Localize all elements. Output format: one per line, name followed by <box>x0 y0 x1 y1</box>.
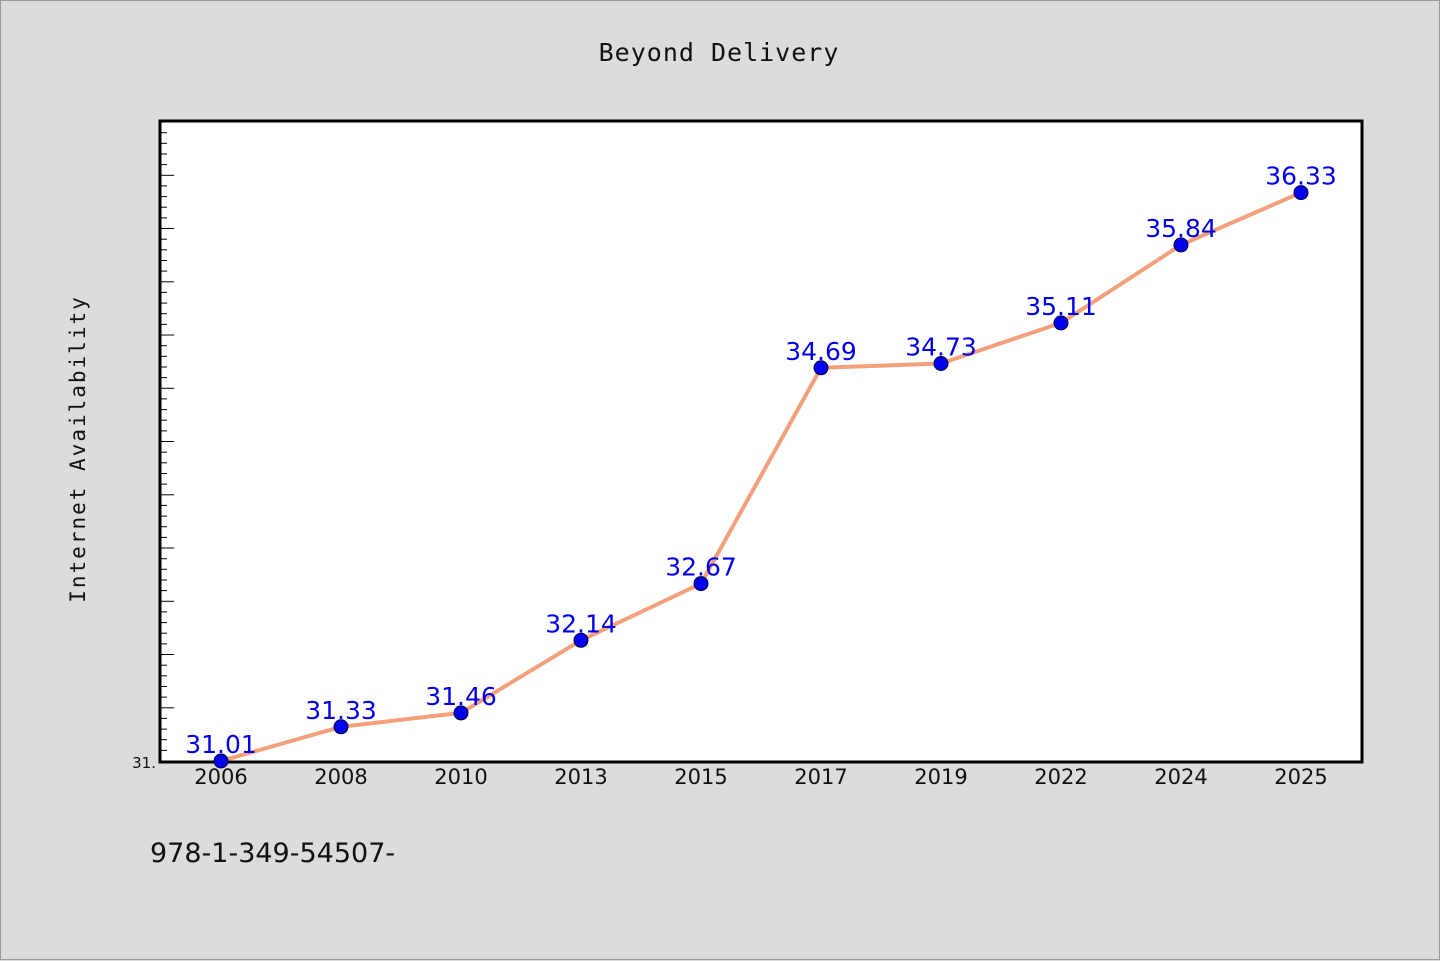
data-point <box>693 576 709 592</box>
data-label: 34.73 <box>905 333 977 362</box>
x-tick-label: 2015 <box>674 765 727 789</box>
data-point <box>453 705 469 721</box>
data-points <box>213 185 1309 769</box>
x-tick-label: 2019 <box>914 765 967 789</box>
series-line <box>220 190 1302 763</box>
x-tick-label: 2013 <box>554 765 607 789</box>
data-point <box>1173 237 1189 253</box>
data-label: 31.01 <box>185 730 257 759</box>
x-tick-label: 2022 <box>1034 765 1087 789</box>
data-label: 35.84 <box>1145 214 1217 243</box>
chart-title: Beyond Delivery <box>599 38 840 67</box>
data-point <box>1053 315 1069 331</box>
data-label: 32.67 <box>665 553 737 582</box>
plot-area <box>158 119 1364 764</box>
y-axis-ticks <box>160 132 174 762</box>
x-tick-label: 2025 <box>1274 765 1327 789</box>
data-label: 32.14 <box>545 609 617 638</box>
y-tick-label: 31. <box>132 754 156 772</box>
data-label: 31.33 <box>305 696 377 725</box>
x-tick-label: 2006 <box>194 765 247 789</box>
data-label: 35.11 <box>1025 292 1097 321</box>
data-point <box>813 360 829 376</box>
x-tick-label: 2008 <box>314 765 367 789</box>
data-point <box>333 719 349 735</box>
data-point <box>933 356 949 371</box>
x-axis-tick-labels: 2006 2008 2010 2013 2015 2017 2019 2022 2024 2025 <box>194 765 1327 789</box>
x-tick-label: 2017 <box>794 765 847 789</box>
data-label: 34.69 <box>785 337 857 366</box>
x-tick-label: 2024 <box>1154 765 1207 789</box>
data-labels: 31.01 31.33 31.46 32.14 32.67 34.69 34.73 35.11… <box>185 162 1337 759</box>
data-label: 31.46 <box>425 682 497 711</box>
data-point <box>1293 185 1309 201</box>
footnote: 978-1-349-54507- <box>150 838 395 869</box>
x-tick-label: 2010 <box>434 765 487 789</box>
data-point <box>573 632 589 648</box>
data-label: 36.33 <box>1265 162 1337 191</box>
y-axis-label: Internet Availability <box>66 295 90 603</box>
data-point <box>213 753 229 769</box>
